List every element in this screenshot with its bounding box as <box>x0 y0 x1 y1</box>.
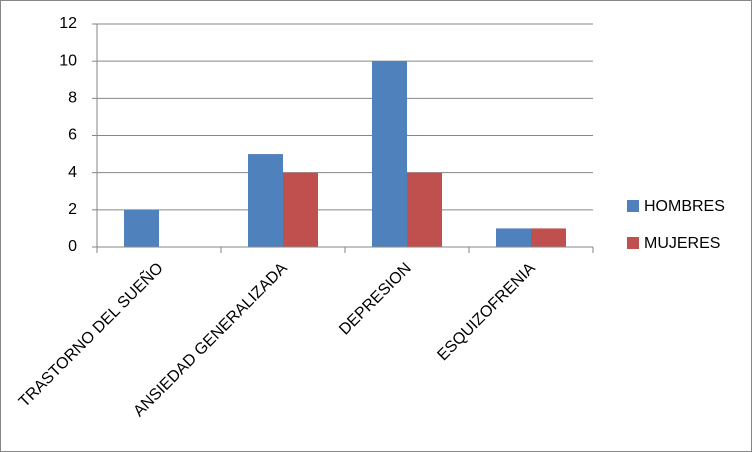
bar <box>407 172 442 247</box>
y-tick-label: 8 <box>68 90 77 107</box>
y-tick-label: 12 <box>59 15 77 32</box>
bar <box>283 172 318 247</box>
y-tick-label: 0 <box>68 238 77 255</box>
legend-swatch <box>627 200 639 212</box>
bar <box>531 228 566 247</box>
bar <box>496 228 531 247</box>
y-tick-label: 10 <box>59 52 77 69</box>
bar <box>248 154 283 247</box>
y-tick-label: 4 <box>68 164 77 181</box>
y-tick-label: 2 <box>68 201 77 218</box>
y-tick-label: 6 <box>68 127 77 144</box>
bar <box>124 209 159 247</box>
legend-label: HOMBRES <box>644 198 725 215</box>
bar <box>372 61 407 247</box>
legend-label: MUJERES <box>644 235 720 252</box>
legend-swatch <box>627 237 639 249</box>
